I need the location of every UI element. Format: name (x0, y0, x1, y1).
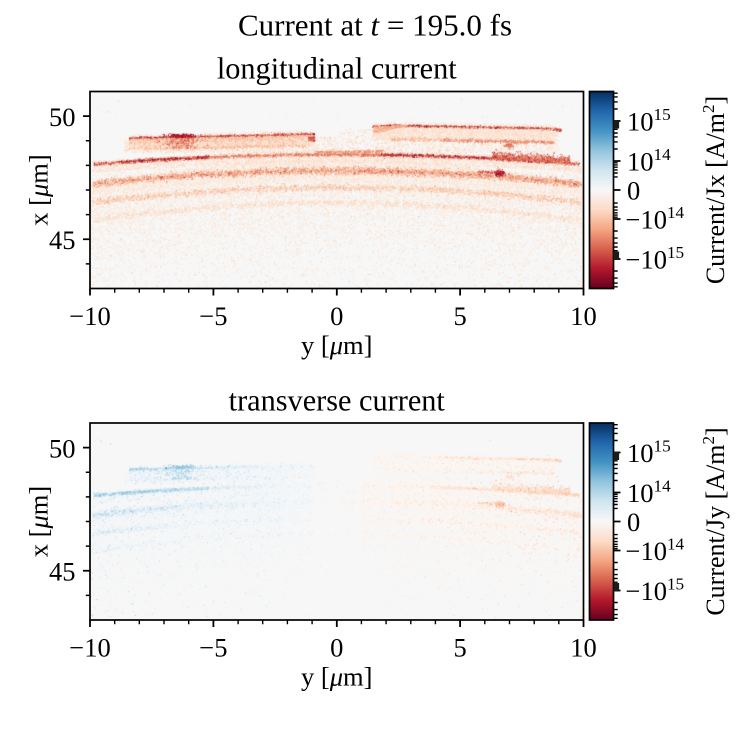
svg-text:Current/Jy [A/m2]: Current/Jy [A/m2] (699, 427, 730, 615)
svg-text:Current/Jx [A/m2]: Current/Jx [A/m2] (699, 96, 730, 284)
svg-text:50: 50 (49, 102, 76, 132)
svg-text:1015: 1015 (627, 436, 671, 468)
svg-text:0: 0 (330, 301, 343, 331)
svg-text:5: 5 (453, 633, 466, 663)
svg-text:1015: 1015 (627, 105, 671, 137)
svg-text:1014: 1014 (627, 476, 671, 508)
svg-text:−1015: −1015 (626, 243, 685, 275)
svg-text:45: 45 (49, 557, 76, 587)
svg-text:10: 10 (570, 301, 597, 331)
svg-text:x [μm]: x [μm] (24, 486, 54, 557)
svg-text:−10: −10 (69, 301, 110, 331)
svg-text:1014: 1014 (627, 145, 671, 177)
svg-text:10: 10 (570, 633, 597, 663)
svg-text:y [μm]: y [μm] (301, 662, 372, 692)
svg-text:longitudinal current: longitudinal current (217, 52, 457, 86)
svg-text:−1014: −1014 (626, 534, 685, 566)
svg-text:−5: −5 (199, 301, 227, 331)
svg-text:Current at t = 195.0 fs: Current at t = 195.0 fs (238, 7, 512, 42)
svg-text:y [μm]: y [μm] (301, 330, 372, 360)
svg-text:transverse current: transverse current (229, 383, 446, 417)
svg-text:0: 0 (330, 633, 343, 663)
svg-text:−1015: −1015 (626, 574, 685, 606)
svg-text:0: 0 (627, 175, 640, 205)
svg-text:5: 5 (453, 301, 466, 331)
svg-text:−10: −10 (69, 633, 110, 663)
svg-text:0: 0 (627, 507, 640, 537)
svg-text:x [μm]: x [μm] (24, 154, 54, 225)
svg-text:−5: −5 (199, 633, 227, 663)
svg-text:50: 50 (49, 433, 76, 463)
svg-text:45: 45 (49, 225, 76, 255)
svg-text:−1014: −1014 (626, 203, 685, 235)
